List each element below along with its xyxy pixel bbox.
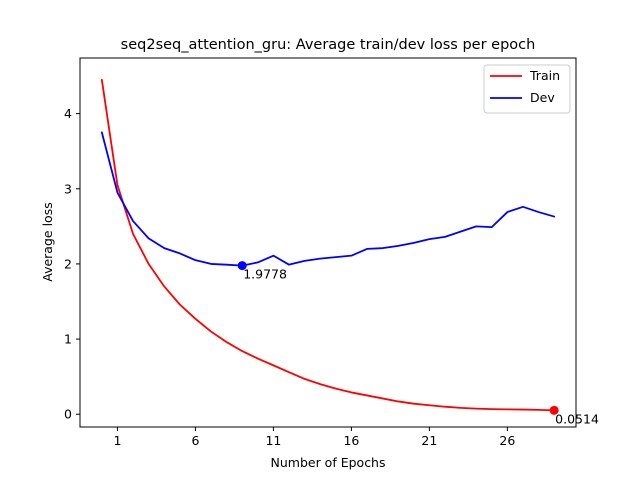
chart-title: seq2seq_attention_gru: Average train/dev…	[121, 37, 536, 53]
x-tick-label: 6	[191, 433, 199, 448]
annotation-label-dev: 1.9778	[243, 267, 287, 282]
annotation-label-train: 0.0514	[555, 411, 599, 426]
legend-box	[483, 64, 571, 114]
x-tick-label: 21	[421, 433, 437, 448]
y-tick-label: 2	[64, 256, 72, 271]
legend-label-train: Train	[529, 68, 560, 83]
x-tick-label: 26	[499, 433, 515, 448]
y-axis-label: Average loss	[40, 202, 55, 281]
annotation-labels: 1.9778 0.0514	[243, 267, 599, 427]
series-lines	[100, 78, 556, 412]
annotation-point-dev	[237, 261, 247, 271]
x-tick-label: 1	[113, 433, 121, 448]
x-tick-label: 16	[343, 433, 359, 448]
y-tick-label: 3	[64, 181, 72, 196]
y-axis: 0 1 2 3 4	[64, 106, 80, 422]
x-axis-label: Number of Epochs	[271, 455, 386, 470]
x-tick-label: 11	[265, 433, 281, 448]
legend-label-dev: Dev	[530, 90, 555, 105]
x-axis: 1 6 11 16 21 26	[113, 427, 515, 448]
legend: Train Dev	[483, 64, 571, 114]
annotation-point-train	[549, 405, 559, 415]
series-line-train	[100, 78, 556, 412]
annotation-points	[237, 261, 559, 415]
y-tick-label: 0	[64, 407, 72, 422]
y-tick-label: 4	[64, 106, 72, 121]
y-tick-label: 1	[64, 332, 72, 347]
plot-frame	[79, 57, 577, 428]
series-line-dev	[100, 131, 556, 267]
